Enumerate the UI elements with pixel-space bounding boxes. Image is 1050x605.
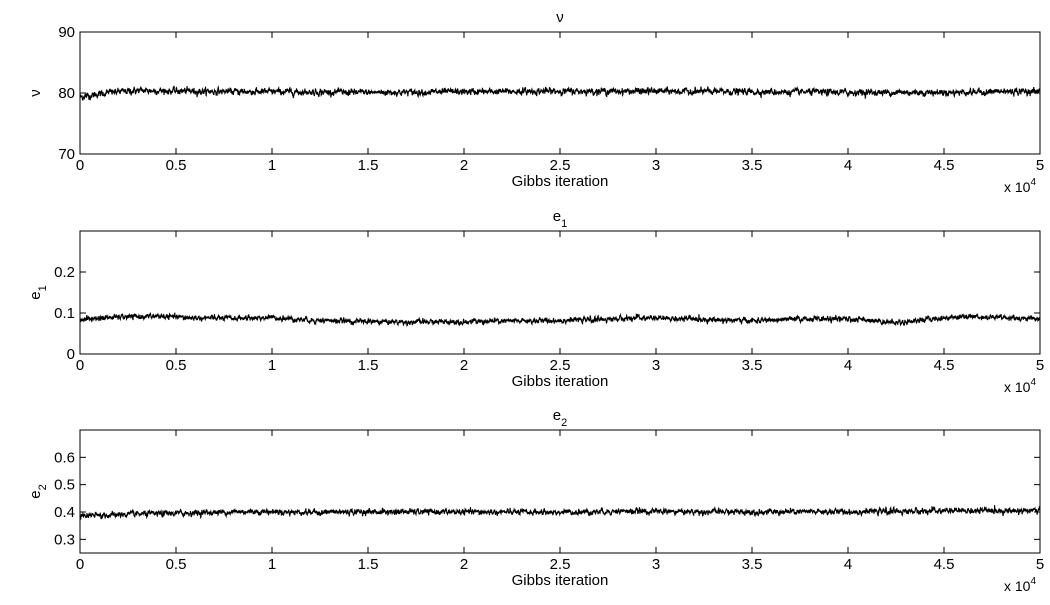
- x-tick-label: 1: [268, 556, 276, 573]
- y-tick-label: 0.2: [54, 264, 75, 281]
- x-tick-label: 1: [268, 357, 276, 374]
- trace-panel-3: 0 0.5 1 1.5 2 2.5 3 3.5 4 4.5 50.30.40.50.6e2Gibbs…: [27, 407, 1044, 594]
- y-tick-label: 0.5: [54, 477, 75, 494]
- y-axis-label-subscript: 1: [37, 285, 49, 291]
- x-tick-label: 2: [460, 556, 468, 573]
- x-tick-label: 0.5: [166, 157, 187, 174]
- panel-title-subscript: 2: [561, 417, 567, 429]
- y-axis-label: e1: [27, 285, 49, 299]
- x-tick-label: 0: [76, 556, 84, 573]
- x-tick-label: 4.5: [934, 157, 955, 174]
- x-tick-label: 0: [76, 357, 84, 374]
- panel-title: ν: [556, 9, 564, 26]
- x-tick-label: 3: [652, 556, 660, 573]
- panel-title-main: e: [553, 208, 561, 225]
- x-axis-multiplier: x 104: [1004, 377, 1036, 395]
- y-tick-label: 0.3: [54, 531, 75, 548]
- x-tick-label: 4: [844, 157, 852, 174]
- panel-title: e1: [553, 208, 567, 230]
- x-tick-label: 2: [460, 157, 468, 174]
- y-axis-label-main: e: [27, 490, 44, 498]
- y-tick-label: 0.1: [54, 305, 75, 322]
- panel-title-main: ν: [556, 9, 564, 26]
- x-tick-label: 2.5: [550, 556, 571, 573]
- x-tick-label: 2: [460, 357, 468, 374]
- x-axis-multiplier: x 104: [1004, 576, 1036, 594]
- x-axis-multiplier-base: x 10: [1004, 379, 1031, 395]
- x-axis-multiplier-exponent: 4: [1030, 177, 1036, 188]
- x-tick-label: 1: [268, 157, 276, 174]
- x-tick-label: 3.5: [742, 157, 763, 174]
- x-tick-label: 0.5: [166, 556, 187, 573]
- y-axis-label: e2: [27, 484, 49, 498]
- x-axis-multiplier-base: x 10: [1004, 578, 1031, 594]
- x-tick-label: 4.5: [934, 556, 955, 573]
- x-tick-label: 5: [1036, 357, 1044, 374]
- x-tick-label: 3.5: [742, 556, 763, 573]
- y-tick-label: 0.4: [54, 504, 75, 521]
- x-tick-label: 2.5: [550, 357, 571, 374]
- x-axis-multiplier: x 104: [1004, 177, 1036, 195]
- x-axis-multiplier-base: x 10: [1004, 179, 1031, 195]
- panel-title: e2: [553, 407, 567, 429]
- y-tick-label: 90: [58, 24, 75, 41]
- trace-series-line: [79, 505, 1041, 520]
- trace-panel-1: 0 0.5 1 1.5 2 2.5 3 3.5 4 4.5 5 70 80 90 ν Gibbs iterat…: [27, 9, 1044, 195]
- x-tick-label: 1.5: [358, 157, 379, 174]
- x-axis-label: Gibbs iteration: [512, 572, 609, 589]
- y-axis-label: ν: [27, 89, 44, 97]
- x-tick-label: 4: [844, 556, 852, 573]
- x-tick-label: 3: [652, 357, 660, 374]
- y-tick-label: 70: [58, 146, 75, 163]
- x-tick-label: 5: [1036, 556, 1044, 573]
- x-tick-label: 3.5: [742, 357, 763, 374]
- y-axis-label-subscript: 2: [37, 484, 49, 490]
- x-tick-label: 0.5: [166, 357, 187, 374]
- y-tick-label: 80: [58, 85, 75, 102]
- panel-title-subscript: 1: [561, 218, 567, 230]
- x-axis-multiplier-exponent: 4: [1030, 377, 1036, 388]
- x-tick-label: 3: [652, 157, 660, 174]
- x-tick-label: 4.5: [934, 357, 955, 374]
- y-tick-label: 0: [67, 346, 75, 363]
- y-axis-label-main: ν: [27, 89, 44, 97]
- panel-title-main: e: [553, 407, 561, 424]
- x-tick-label: 5: [1036, 157, 1044, 174]
- x-axis-label: Gibbs iteration: [512, 373, 609, 390]
- x-tick-label: 1.5: [358, 556, 379, 573]
- y-axis-label-main: e: [27, 291, 44, 299]
- axes-box: [79, 429, 1041, 554]
- y-tick-label: 0.6: [54, 449, 75, 466]
- axes-box: [79, 230, 1041, 355]
- x-tick-label: 2.5: [550, 157, 571, 174]
- x-tick-label: 1.5: [358, 357, 379, 374]
- x-tick-label: 0: [76, 157, 84, 174]
- x-axis-label: Gibbs iteration: [512, 173, 609, 190]
- x-tick-label: 4: [844, 357, 852, 374]
- trace-series-line: [79, 312, 1041, 328]
- trace-series-line: [79, 85, 1041, 102]
- x-axis-multiplier-exponent: 4: [1030, 576, 1036, 587]
